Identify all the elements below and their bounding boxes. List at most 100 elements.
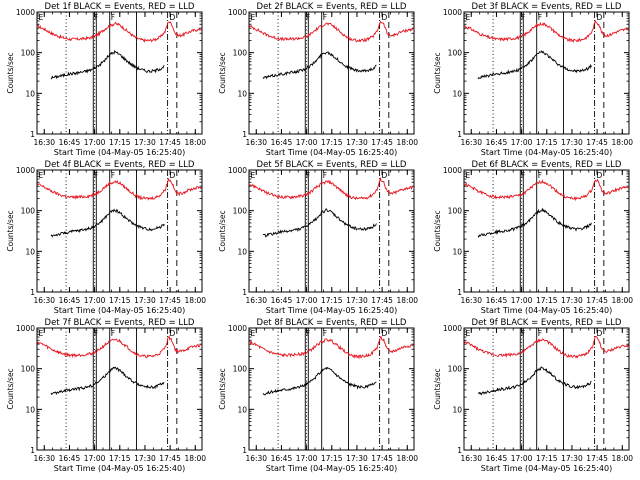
y-tick-label: 1000 [443,324,462,333]
flag-marker-label: D [381,13,387,22]
y-tick-label: 100 [21,365,36,374]
x-tick-label: 16:45 [486,296,508,305]
lld-series-line [37,21,202,43]
events-series-line [50,366,165,396]
flag-marker-label: D [596,13,602,22]
x-tick-label: 16:30 [33,454,55,463]
x-tick-label: 16:45 [486,454,508,463]
x-tick-label: 16:45 [59,296,81,305]
y-tick-label: 1000 [443,8,462,17]
x-tick-label: 18:00 [184,296,206,305]
flag-marker-label: E [466,13,471,22]
x-tick-label: 16:30 [460,138,482,147]
events-series-line [50,208,165,238]
x-axis-label: Start Time (04-May-05 16:25:40) [266,464,397,473]
lld-series-line [464,335,629,359]
y-tick-label: 10 [452,405,462,414]
y-tick-label: 10 [452,247,462,256]
flag-marker-label: F [111,13,115,22]
chart-title: Det 9f BLACK = Events, RED = LLD [472,318,622,328]
x-tick-label: 17:45 [586,138,608,147]
x-tick-label: 17:00 [296,138,318,147]
x-tick-label: 16:30 [245,296,267,305]
x-tick-label: 17:15 [321,454,343,463]
flag-marker-label: F [521,171,525,180]
y-tick-label: 100 [448,49,463,58]
x-tick-label: 17:15 [536,296,558,305]
x-tick-label: 16:45 [271,296,293,305]
x-tick-label: 17:45 [159,138,181,147]
y-axis-label: Counts/sec [218,368,227,409]
x-tick-label: 17:45 [586,296,608,305]
flag-marker-label: F [306,13,310,22]
y-tick-label: 1000 [228,166,247,175]
x-tick-label: 17:15 [109,138,131,147]
x-tick-label: 17:15 [109,296,131,305]
flag-marker-label: D [381,171,387,180]
x-tick-label: 17:45 [159,454,181,463]
x-tick-label: 18:00 [396,138,418,147]
y-axis-label: Counts/sec [6,52,15,93]
lld-series-line [464,19,629,43]
y-tick-label: 10 [237,405,247,414]
chart-title: Det 1f BLACK = Events, RED = LLD [45,2,195,12]
x-tick-label: 17:00 [511,454,533,463]
y-tick-label: 10 [237,247,247,256]
chart-panel-8: Det 8f BLACK = Events, RED = LLD 1 10 100 10… [218,318,418,473]
events-series-line [478,366,592,396]
x-tick-label: 17:15 [321,296,343,305]
x-tick-label: 16:30 [245,138,267,147]
y-tick-label: 1 [242,130,247,139]
y-tick-label: 1 [242,446,247,455]
chart-title: Det 6f BLACK = Events, RED = LLD [472,160,622,170]
x-axis-label: Start Time (04-May-05 16:25:40) [266,306,397,315]
x-tick-label: 16:30 [460,296,482,305]
flag-marker-label: E [466,329,471,338]
events-series-line [50,49,165,80]
x-tick-label: 17:00 [511,296,533,305]
x-axis-label: Start Time (04-May-05 16:25:40) [54,306,185,315]
x-tick-label: 16:30 [245,454,267,463]
flag-marker-label: F [323,171,327,180]
y-tick-label: 1000 [443,166,462,175]
x-tick-label: 17:00 [84,454,106,463]
y-tick-label: 10 [25,89,35,98]
flag-marker-label: D [169,171,175,180]
flag-marker-label: E [251,13,256,22]
x-tick-label: 17:30 [134,296,156,305]
x-tick-label: 17:45 [371,138,393,147]
chart-panel-4: Det 4f BLACK = Events, RED = LLD 1 10 100 10… [6,160,206,315]
flag-marker-label: E [251,329,256,338]
y-tick-label: 1 [242,288,247,297]
flag-marker-label: E [466,171,471,180]
x-axis-label: Start Time (04-May-05 16:25:40) [54,148,185,157]
x-tick-label: 16:30 [33,138,55,147]
chart-panel-6: Det 6f BLACK = Events, RED = LLD 1 10 100 10… [433,160,633,315]
x-tick-label: 17:15 [109,454,131,463]
flag-marker-label: E [39,13,44,22]
x-tick-label: 18:00 [184,454,206,463]
y-tick-label: 100 [21,207,36,216]
flag-marker-label: F [323,329,327,338]
x-tick-label: 17:45 [586,454,608,463]
y-tick-label: 1000 [16,166,35,175]
x-axis-label: Start Time (04-May-05 16:25:40) [481,148,612,157]
flag-marker-label: F [306,171,310,180]
lld-series-line [37,178,202,201]
lld-series-line [249,335,414,360]
x-tick-label: 18:00 [396,296,418,305]
x-tick-label: 18:00 [184,138,206,147]
y-tick-label: 10 [25,405,35,414]
events-series-line [262,51,377,80]
chart-panel-9: Det 9f BLACK = Events, RED = LLD 1 10 100 10… [433,318,633,473]
x-tick-label: 17:00 [296,296,318,305]
flag-marker-label: F [521,13,525,22]
x-tick-label: 17:15 [321,138,343,147]
flag-marker-label: E [39,329,44,338]
y-tick-label: 1 [457,446,462,455]
x-tick-label: 16:45 [59,454,81,463]
x-tick-label: 17:15 [536,454,558,463]
y-tick-label: 1 [457,288,462,297]
x-tick-label: 17:45 [371,454,393,463]
x-tick-label: 17:30 [346,454,368,463]
